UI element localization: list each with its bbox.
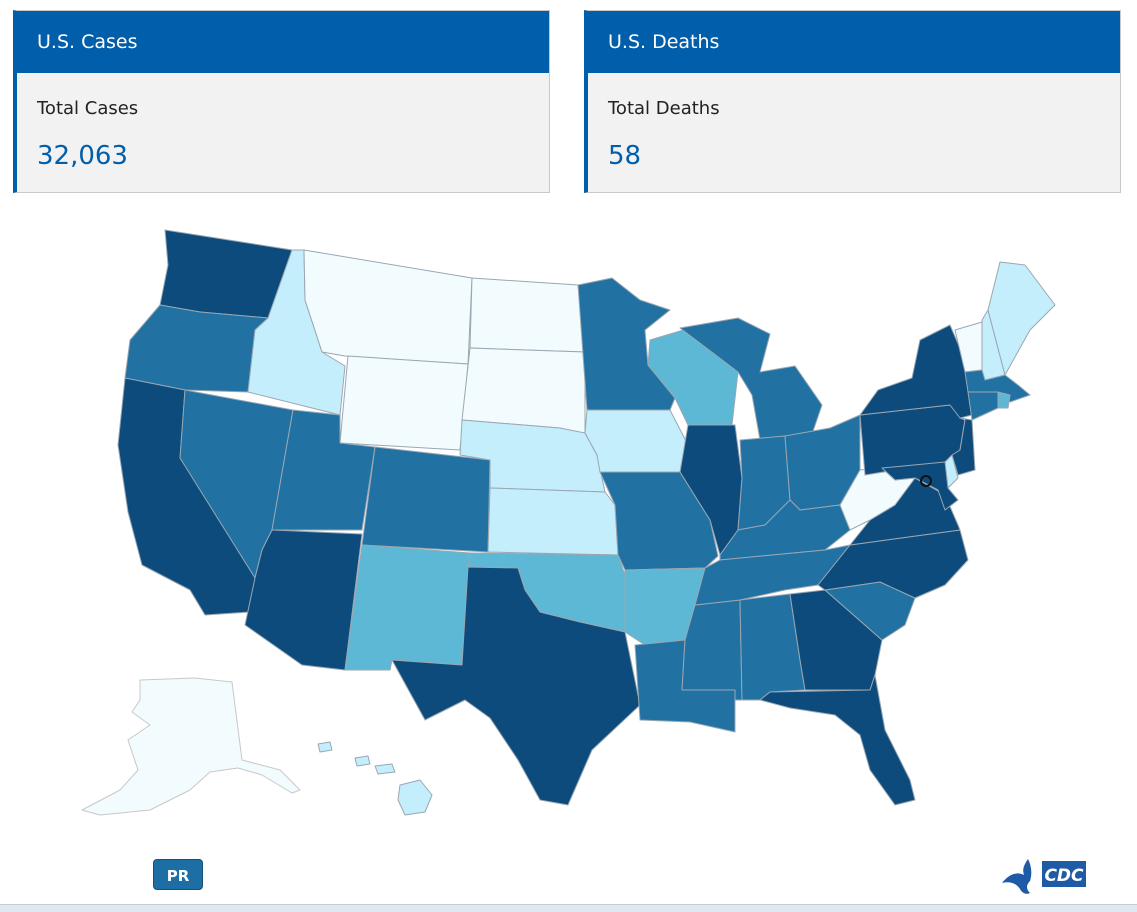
total-deaths-label: Total Deaths <box>608 98 720 119</box>
state-CO[interactable] <box>361 446 491 553</box>
state-TX[interactable] <box>391 566 641 806</box>
cases-card-title: U.S. Cases <box>17 11 549 73</box>
state-FL[interactable] <box>759 674 916 806</box>
deaths-card: U.S. Deaths Total Deaths 58 <box>584 10 1121 193</box>
state-MD[interactable] <box>881 461 959 511</box>
state-MT[interactable] <box>303 249 473 365</box>
cdc-logo: CDC <box>1002 859 1086 894</box>
state-OR[interactable] <box>124 304 269 393</box>
state-CT[interactable] <box>967 391 999 421</box>
state-KS[interactable] <box>487 487 619 556</box>
state-IA[interactable] <box>584 409 689 473</box>
state-WY[interactable] <box>339 355 469 451</box>
total-cases-label: Total Cases <box>37 98 139 119</box>
pr-button[interactable]: PR <box>153 859 203 890</box>
state-AZ[interactable] <box>244 529 363 671</box>
hhs-eagle-icon <box>1002 859 1032 894</box>
total-cases-value: 32,063 <box>37 141 128 171</box>
cdc-logo-box <box>1042 861 1086 887</box>
state-NM[interactable] <box>344 544 471 671</box>
states-layer <box>81 229 1056 816</box>
state-RI[interactable] <box>997 391 1011 409</box>
state-NY[interactable] <box>859 324 973 419</box>
total-deaths-value: 58 <box>608 141 642 171</box>
state-ND[interactable] <box>469 277 586 353</box>
state-HI[interactable] <box>317 741 433 816</box>
bottom-scroll-bar <box>0 904 1137 912</box>
state-AK[interactable] <box>81 677 301 816</box>
dc-marker[interactable] <box>920 475 932 487</box>
cdc-logo-text: CDC <box>1044 866 1084 886</box>
state-NC[interactable] <box>817 529 969 599</box>
cases-card: U.S. Cases Total Cases 32,063 <box>13 10 550 193</box>
us-map <box>81 229 1056 816</box>
deaths-card-title: U.S. Deaths <box>588 11 1120 73</box>
state-MI[interactable] <box>679 317 823 441</box>
